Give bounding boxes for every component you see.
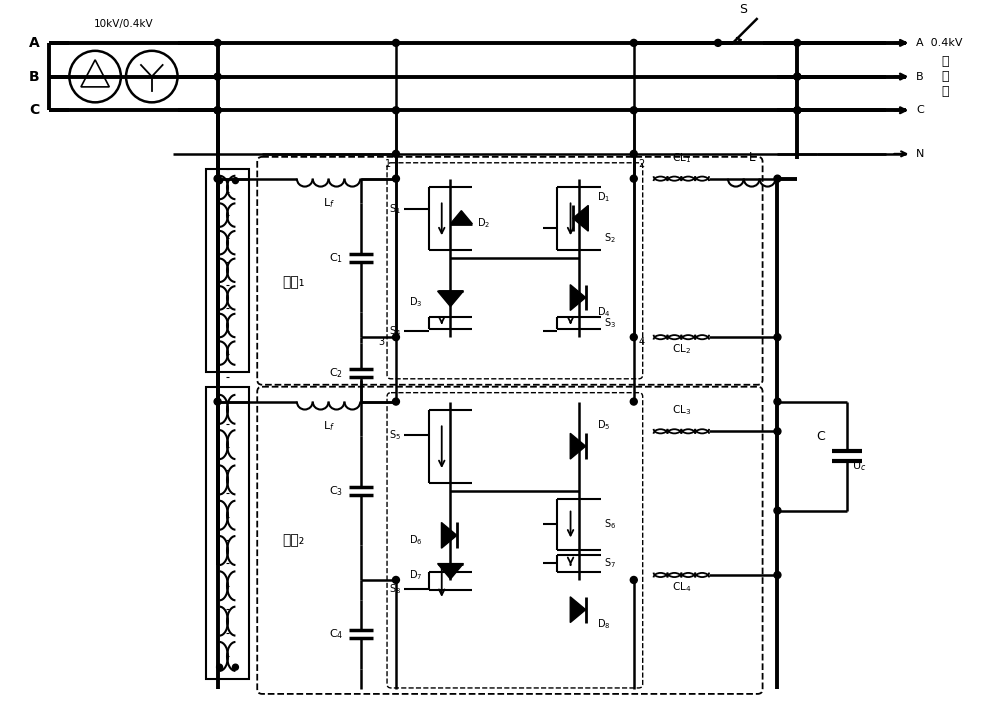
Text: C: C (816, 430, 825, 443)
Polygon shape (438, 563, 463, 579)
Text: L$_f$: L$_f$ (323, 419, 335, 433)
Polygon shape (573, 206, 588, 231)
Text: D$_7$: D$_7$ (409, 568, 423, 582)
Text: S$_4$: S$_4$ (389, 324, 401, 338)
Text: C$_2$: C$_2$ (329, 366, 343, 379)
Circle shape (715, 39, 721, 47)
Circle shape (630, 175, 637, 182)
Circle shape (214, 39, 221, 47)
Circle shape (392, 398, 399, 405)
Text: S$_8$: S$_8$ (389, 582, 401, 595)
Polygon shape (438, 291, 463, 307)
Text: D$_2$: D$_2$ (477, 217, 490, 230)
Circle shape (217, 664, 223, 670)
Circle shape (794, 39, 801, 47)
Polygon shape (450, 211, 472, 224)
Text: D$_6$: D$_6$ (409, 534, 423, 547)
Circle shape (630, 150, 637, 157)
Text: D$_4$: D$_4$ (597, 305, 611, 319)
Polygon shape (570, 285, 586, 310)
Text: CL$_3$: CL$_3$ (672, 403, 691, 417)
Text: 用
户
侧: 用 户 侧 (941, 55, 948, 98)
Circle shape (392, 334, 399, 341)
Circle shape (214, 73, 221, 80)
Circle shape (392, 39, 399, 47)
Circle shape (630, 39, 637, 47)
Polygon shape (570, 433, 586, 459)
Text: L: L (748, 150, 755, 164)
Circle shape (630, 577, 637, 583)
Text: CL$_1$: CL$_1$ (672, 150, 691, 164)
Text: CL$_2$: CL$_2$ (672, 342, 691, 356)
Text: S$_6$: S$_6$ (604, 518, 616, 531)
Circle shape (794, 107, 801, 113)
Text: CL$_4$: CL$_4$ (672, 580, 691, 594)
Circle shape (774, 334, 781, 341)
Text: 4: 4 (639, 337, 645, 347)
Circle shape (794, 73, 801, 80)
Text: S$_5$: S$_5$ (389, 428, 401, 442)
Circle shape (392, 577, 399, 583)
Circle shape (630, 334, 637, 341)
Circle shape (214, 107, 221, 113)
Circle shape (214, 107, 221, 113)
Text: D$_3$: D$_3$ (409, 296, 423, 310)
Text: 模块₂: 模块₂ (282, 534, 304, 547)
Text: 1: 1 (385, 158, 391, 169)
Circle shape (774, 175, 781, 182)
Circle shape (630, 398, 637, 405)
Circle shape (392, 150, 399, 157)
Polygon shape (570, 597, 586, 622)
Bar (206, 169, 249, 372)
Text: C$_4$: C$_4$ (329, 627, 343, 641)
Text: D$_5$: D$_5$ (597, 418, 610, 432)
Text: C$_1$: C$_1$ (329, 251, 343, 265)
Text: C: C (29, 103, 39, 117)
Text: S$_2$: S$_2$ (604, 231, 616, 245)
Circle shape (392, 107, 399, 113)
Text: C: C (916, 105, 924, 116)
Text: U$_c$: U$_c$ (852, 459, 866, 473)
Text: A: A (29, 36, 40, 50)
Circle shape (794, 73, 801, 80)
Text: B: B (29, 70, 40, 84)
Text: S$_3$: S$_3$ (604, 316, 616, 330)
Text: 3: 3 (378, 337, 384, 347)
Text: L$_f$: L$_f$ (323, 196, 335, 210)
Circle shape (232, 664, 238, 670)
Circle shape (232, 177, 238, 184)
Text: A  0.4kV: A 0.4kV (916, 38, 963, 48)
Circle shape (774, 428, 781, 435)
Circle shape (217, 177, 223, 184)
Bar (206, 387, 249, 679)
Text: D$_8$: D$_8$ (597, 617, 611, 631)
Text: S$_1$: S$_1$ (389, 202, 401, 216)
Circle shape (774, 507, 781, 514)
Circle shape (630, 107, 637, 113)
Circle shape (794, 107, 801, 113)
Circle shape (214, 398, 221, 405)
Polygon shape (441, 523, 457, 548)
Circle shape (214, 175, 221, 182)
Circle shape (774, 571, 781, 579)
Text: N: N (916, 149, 925, 159)
Text: B: B (916, 71, 924, 81)
Text: S$_7$: S$_7$ (604, 556, 616, 570)
Text: D$_1$: D$_1$ (597, 190, 610, 204)
Circle shape (392, 175, 399, 182)
Text: 2: 2 (639, 158, 645, 169)
Text: C$_3$: C$_3$ (329, 484, 343, 498)
Text: 模块₁: 模块₁ (282, 276, 304, 289)
Text: 10kV/0.4kV: 10kV/0.4kV (94, 19, 153, 29)
Text: S: S (739, 3, 747, 16)
Circle shape (774, 398, 781, 405)
